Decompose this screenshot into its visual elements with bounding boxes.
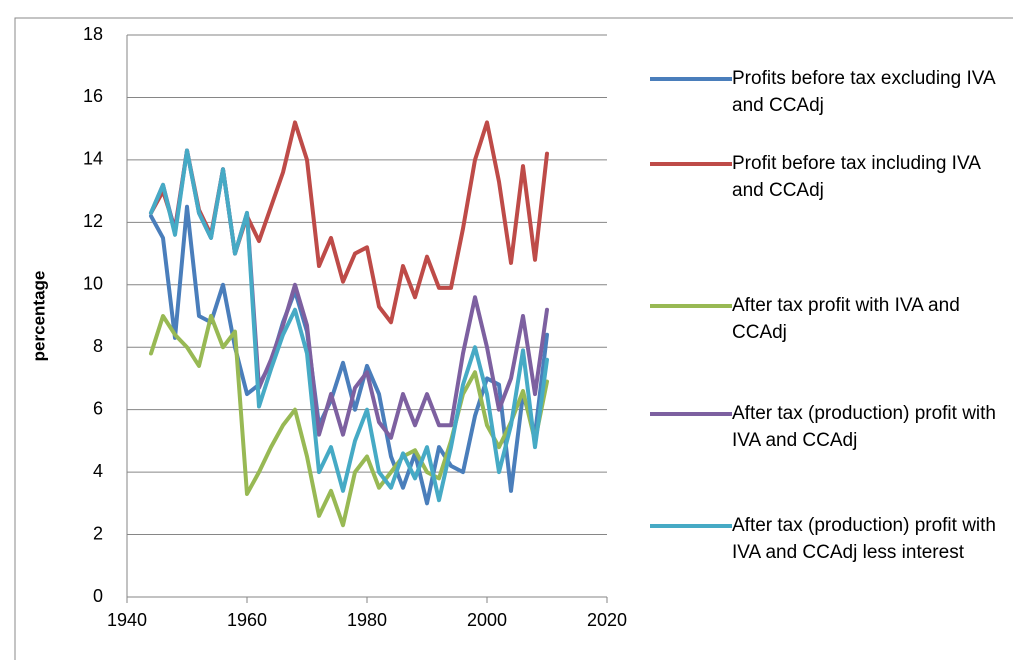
y-axis-title: percentage xyxy=(29,271,48,362)
legend-swatch xyxy=(650,304,732,308)
y-tick-label: 0 xyxy=(93,586,103,606)
x-tick-label: 1980 xyxy=(347,610,387,630)
legend-label: After tax profit with IVA and CCAdj xyxy=(732,295,960,343)
legend-item: Profit before tax including IVA and CCAd… xyxy=(650,150,1000,204)
legend-item: After tax (production) profit with IVA a… xyxy=(650,512,1000,566)
series-line xyxy=(149,314,549,528)
legend-label: Profits before tax excluding IVA and CCA… xyxy=(732,68,995,116)
series-line xyxy=(149,148,549,503)
legend-label: Profit before tax including IVA and CCAd… xyxy=(732,153,980,201)
y-tick-label: 14 xyxy=(83,149,103,169)
x-tick-label: 1960 xyxy=(227,610,267,630)
legend-swatch xyxy=(650,412,732,416)
x-tick-label: 2020 xyxy=(587,610,627,630)
legend-item: After tax profit with IVA and CCAdj xyxy=(650,292,1000,346)
legend-swatch xyxy=(650,524,732,528)
legend-label: After tax (production) profit with IVA a… xyxy=(732,515,996,563)
y-tick-label: 4 xyxy=(93,461,103,481)
legend-item: Profits before tax excluding IVA and CCA… xyxy=(650,65,1000,119)
y-tick-label: 2 xyxy=(93,523,103,543)
chart-border xyxy=(14,17,1013,660)
x-tick-label: 2000 xyxy=(467,610,507,630)
legend-swatch xyxy=(650,162,732,166)
y-tick-label: 18 xyxy=(83,24,103,44)
y-tick-label: 8 xyxy=(93,336,103,356)
x-tick-label: 1940 xyxy=(107,610,147,630)
y-tick-label: 6 xyxy=(93,398,103,418)
y-tick-label: 16 xyxy=(83,86,103,106)
legend-label: After tax (production) profit with IVA a… xyxy=(732,403,996,451)
legend-item: After tax (production) profit with IVA a… xyxy=(650,400,1000,454)
y-tick-label: 10 xyxy=(83,274,103,294)
y-tick-label: 12 xyxy=(83,211,103,231)
legend-swatch xyxy=(650,77,732,81)
